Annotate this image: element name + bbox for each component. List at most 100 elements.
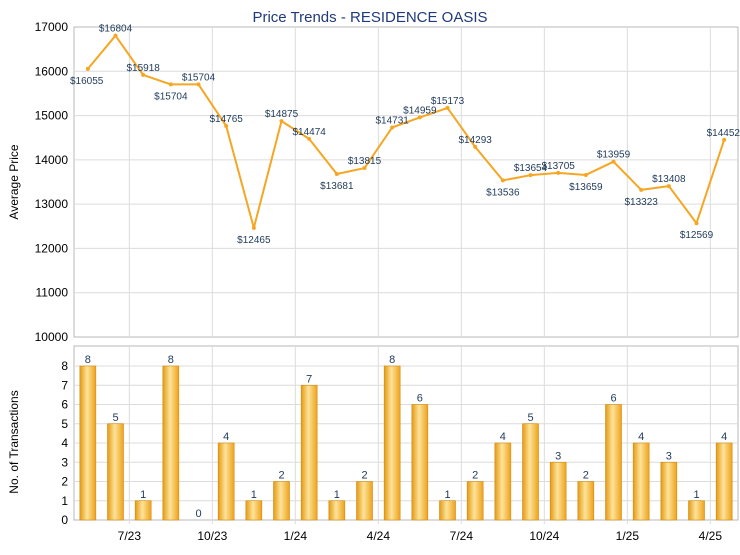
transaction-data-label: 5 bbox=[112, 412, 118, 424]
transactions-tick-label: 1 bbox=[61, 494, 68, 508]
price-point bbox=[224, 123, 229, 128]
price-tick-label: 13000 bbox=[35, 197, 69, 211]
transactions-tick-label: 3 bbox=[61, 455, 68, 469]
price-data-label: $15704 bbox=[182, 72, 216, 83]
transaction-data-label: 1 bbox=[251, 489, 257, 501]
price-data-label: $13323 bbox=[624, 197, 658, 208]
transactions-tick-label: 2 bbox=[61, 475, 68, 489]
transaction-bar bbox=[134, 500, 152, 521]
transaction-bar bbox=[522, 423, 539, 521]
x-tick-label: 1/24 bbox=[284, 529, 308, 543]
price-tick-label: 14000 bbox=[35, 153, 69, 167]
x-tick-label: 7/24 bbox=[450, 529, 474, 543]
price-point bbox=[141, 72, 146, 77]
price-point bbox=[639, 187, 644, 192]
price-data-label: $13408 bbox=[652, 174, 686, 185]
transaction-bar bbox=[217, 442, 235, 521]
transactions-tick-label: 4 bbox=[61, 436, 68, 450]
transactions-tick-label: 0 bbox=[61, 513, 68, 527]
price-point bbox=[196, 82, 201, 87]
price-data-label: $13705 bbox=[541, 161, 575, 172]
transaction-bar bbox=[273, 481, 290, 521]
transaction-bar bbox=[605, 404, 622, 521]
price-point bbox=[722, 137, 727, 142]
chart-title: Price Trends - RESIDENCE OASIS bbox=[252, 9, 487, 26]
transaction-bar bbox=[79, 365, 97, 521]
transaction-bar bbox=[715, 442, 733, 521]
x-tick-label: 4/24 bbox=[367, 529, 391, 543]
price-tick-label: 17000 bbox=[35, 20, 69, 34]
transactions-bar-panel: 0 1 2 3 4 5 6 7 8 7/23 10/23 1/24 4/24 7/24 10/24 1/25 4… bbox=[61, 345, 739, 543]
price-data-label: $14452 bbox=[707, 128, 740, 139]
transaction-data-label: 2 bbox=[472, 470, 478, 482]
transaction-data-label: 8 bbox=[168, 354, 174, 366]
transaction-bar bbox=[245, 500, 263, 521]
price-line-panel: 10000 11000 12000 13000 14000 15000 16000 17000… bbox=[35, 20, 740, 344]
price-point bbox=[445, 105, 450, 110]
price-point bbox=[417, 115, 422, 120]
price-data-label: $14959 bbox=[403, 105, 437, 116]
transaction-data-label: 8 bbox=[389, 354, 395, 366]
price-tick-label: 12000 bbox=[35, 241, 69, 255]
price-data-label: $14731 bbox=[375, 115, 409, 126]
x-tick-label: 10/24 bbox=[529, 529, 559, 543]
transaction-bar bbox=[328, 500, 346, 521]
price-point bbox=[556, 170, 561, 175]
transactions-tick-label: 5 bbox=[61, 417, 68, 431]
transaction-data-label: 8 bbox=[85, 354, 91, 366]
price-data-label: $12569 bbox=[680, 230, 714, 241]
transactions-tick-label: 6 bbox=[61, 398, 68, 412]
transaction-bar bbox=[494, 442, 512, 521]
transactions-tick-label: 7 bbox=[61, 378, 68, 392]
price-data-label: $16055 bbox=[70, 76, 104, 87]
transaction-bar bbox=[660, 461, 678, 521]
price-axis-title: Average Price bbox=[7, 144, 21, 219]
x-tick-label: 7/23 bbox=[118, 529, 142, 543]
transaction-data-label: 1 bbox=[444, 489, 450, 501]
transaction-bar bbox=[439, 500, 456, 521]
price-data-label: $13681 bbox=[320, 181, 354, 192]
transaction-data-label: 6 bbox=[417, 393, 423, 405]
transaction-data-label: 3 bbox=[666, 450, 672, 462]
transaction-bar bbox=[577, 481, 595, 521]
price-series-line bbox=[87, 34, 726, 229]
transaction-bar bbox=[632, 442, 650, 521]
transaction-data-label: 3 bbox=[555, 450, 561, 462]
transaction-bar bbox=[549, 461, 567, 521]
x-tick-label: 10/23 bbox=[197, 529, 227, 543]
x-tick-label: 1/25 bbox=[616, 529, 640, 543]
transaction-data-label: 1 bbox=[334, 489, 340, 501]
price-data-label: $14875 bbox=[265, 109, 299, 120]
price-point bbox=[528, 173, 533, 178]
price-data-label: $13959 bbox=[597, 150, 631, 161]
transaction-data-label: 5 bbox=[527, 412, 533, 424]
price-point bbox=[113, 33, 118, 38]
transaction-data-label: 4 bbox=[500, 431, 506, 443]
transactions-tick-label: 8 bbox=[61, 359, 68, 373]
transaction-data-label: 1 bbox=[140, 489, 146, 501]
transaction-bar bbox=[411, 404, 429, 521]
price-data-label: $13659 bbox=[569, 182, 603, 193]
price-data-label: $13654 bbox=[514, 163, 548, 174]
price-point bbox=[279, 119, 284, 124]
price-point bbox=[85, 66, 90, 71]
transaction-data-label: 4 bbox=[638, 431, 644, 443]
price-data-label: $14293 bbox=[458, 135, 492, 146]
price-point bbox=[694, 221, 699, 226]
price-point bbox=[251, 225, 256, 230]
transaction-bar bbox=[383, 365, 401, 521]
transaction-bar bbox=[356, 481, 373, 521]
transaction-bar bbox=[107, 423, 124, 521]
price-tick-label: 10000 bbox=[35, 330, 69, 344]
price-tick-label: 15000 bbox=[35, 109, 69, 123]
price-point bbox=[583, 172, 588, 177]
transaction-data-label: 0 bbox=[195, 508, 201, 520]
price-data-label: $15173 bbox=[431, 96, 465, 107]
price-point bbox=[666, 184, 671, 189]
transaction-data-label: 2 bbox=[278, 470, 284, 482]
price-data-label: $15918 bbox=[126, 63, 160, 74]
transaction-data-label: 2 bbox=[583, 470, 589, 482]
transaction-data-label: 6 bbox=[610, 393, 616, 405]
transactions-axis-title: No. of Transactions bbox=[7, 390, 21, 493]
price-data-label: $15704 bbox=[154, 91, 188, 102]
